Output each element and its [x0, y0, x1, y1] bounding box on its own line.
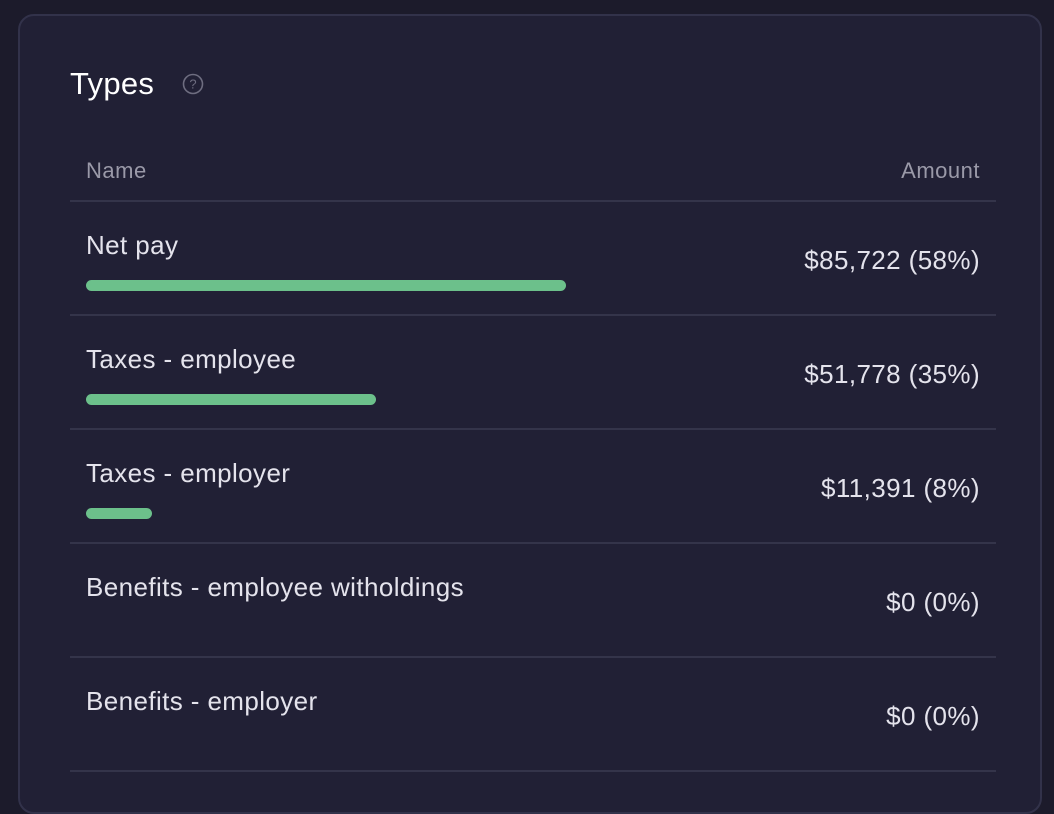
svg-text:?: ?	[190, 77, 197, 92]
card-header: Types ?	[70, 66, 204, 102]
row-name: Taxes - employer	[86, 458, 291, 488]
table-header: Name Amount	[70, 142, 996, 202]
row-amount: $0 (0%)	[886, 587, 980, 617]
column-header-amount[interactable]: Amount	[901, 158, 980, 183]
row-name: Benefits - employee witholdings	[86, 572, 465, 602]
progress-bar	[86, 280, 566, 291]
types-table: Name Amount Net pay $85,722 (58%) Taxes …	[70, 142, 996, 772]
row-amount: $51,778 (35%)	[804, 359, 980, 389]
question-circle-icon[interactable]: ?	[182, 73, 204, 95]
table-row: Net pay $85,722 (58%)	[70, 202, 996, 316]
table-row: Taxes - employee $51,778 (35%)	[70, 316, 996, 430]
row-amount: $85,722 (58%)	[804, 245, 980, 275]
progress-bar	[86, 394, 376, 405]
row-name: Net pay	[86, 230, 179, 260]
card-title: Types	[70, 66, 155, 101]
row-name: Taxes - employee	[86, 344, 297, 374]
types-card: Types ? Name Amount Net pay $85,722 (58%…	[18, 14, 1042, 814]
table-row: Benefits - employee witholdings $0 (0%)	[70, 544, 996, 658]
column-header-name[interactable]: Name	[86, 158, 147, 183]
row-amount: $0 (0%)	[886, 701, 980, 731]
table-row: Benefits - employer $0 (0%)	[70, 658, 996, 772]
row-amount: $11,391 (8%)	[821, 473, 980, 503]
table-row: Taxes - employer $11,391 (8%)	[70, 430, 996, 544]
progress-bar	[86, 508, 152, 519]
row-name: Benefits - employer	[86, 686, 318, 716]
